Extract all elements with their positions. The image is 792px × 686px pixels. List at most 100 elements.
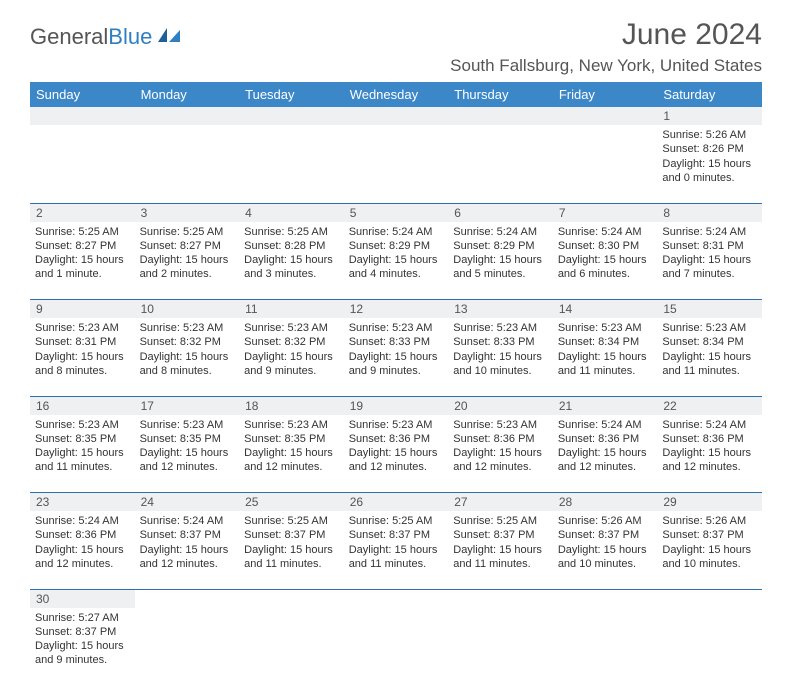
sunset-text: Sunset: 8:27 PM [140, 239, 235, 253]
daynum-row: 1 [30, 107, 762, 125]
daylight-text: and 11 minutes. [244, 557, 339, 571]
info-row: Sunrise: 5:23 AMSunset: 8:31 PMDaylight:… [30, 318, 762, 396]
daylight-text: Daylight: 15 hours [558, 543, 653, 557]
daylight-text: and 12 minutes. [35, 557, 130, 571]
sunrise-text: Sunrise: 5:23 AM [453, 321, 548, 335]
sunrise-text: Sunrise: 5:25 AM [244, 225, 339, 239]
daylight-text: Daylight: 15 hours [244, 253, 339, 267]
sunset-text: Sunset: 8:34 PM [662, 335, 757, 349]
day-number-cell: 14 [553, 300, 658, 319]
sunset-text: Sunset: 8:36 PM [558, 432, 653, 446]
day-info-cell: Sunrise: 5:25 AMSunset: 8:27 PMDaylight:… [30, 222, 135, 300]
sunset-text: Sunset: 8:26 PM [662, 142, 757, 156]
daylight-text: Daylight: 15 hours [35, 253, 130, 267]
day-info-cell [448, 608, 553, 686]
day-info-cell: Sunrise: 5:24 AMSunset: 8:29 PMDaylight:… [344, 222, 449, 300]
day-number-cell: 7 [553, 203, 658, 222]
day-number-cell [344, 107, 449, 125]
sunset-text: Sunset: 8:37 PM [244, 528, 339, 542]
day-info-cell: Sunrise: 5:24 AMSunset: 8:36 PMDaylight:… [657, 415, 762, 493]
day-number-cell: 6 [448, 203, 553, 222]
daylight-text: Daylight: 15 hours [453, 253, 548, 267]
info-row: Sunrise: 5:27 AMSunset: 8:37 PMDaylight:… [30, 608, 762, 686]
day-info-cell: Sunrise: 5:24 AMSunset: 8:31 PMDaylight:… [657, 222, 762, 300]
day-number-cell: 8 [657, 203, 762, 222]
day-number-cell: 27 [448, 493, 553, 512]
sunrise-text: Sunrise: 5:24 AM [558, 225, 653, 239]
weekday-header: Saturday [657, 82, 762, 107]
sunrise-text: Sunrise: 5:26 AM [662, 514, 757, 528]
daylight-text: and 5 minutes. [453, 267, 548, 281]
daylight-text: Daylight: 15 hours [662, 446, 757, 460]
daylight-text: Daylight: 15 hours [453, 350, 548, 364]
sunset-text: Sunset: 8:35 PM [244, 432, 339, 446]
day-number-cell [135, 589, 240, 608]
daylight-text: and 10 minutes. [558, 557, 653, 571]
sunset-text: Sunset: 8:36 PM [349, 432, 444, 446]
daylight-text: and 12 minutes. [349, 460, 444, 474]
daylight-text: Daylight: 15 hours [349, 543, 444, 557]
sunset-text: Sunset: 8:36 PM [662, 432, 757, 446]
day-info-cell: Sunrise: 5:23 AMSunset: 8:33 PMDaylight:… [448, 318, 553, 396]
daylight-text: and 9 minutes. [244, 364, 339, 378]
sunrise-text: Sunrise: 5:23 AM [35, 418, 130, 432]
sunset-text: Sunset: 8:32 PM [244, 335, 339, 349]
daylight-text: and 3 minutes. [244, 267, 339, 281]
day-number-cell: 10 [135, 300, 240, 319]
day-number-cell [344, 589, 449, 608]
daynum-row: 2345678 [30, 203, 762, 222]
sunset-text: Sunset: 8:35 PM [140, 432, 235, 446]
daylight-text: Daylight: 15 hours [244, 446, 339, 460]
sunset-text: Sunset: 8:33 PM [453, 335, 548, 349]
day-info-cell: Sunrise: 5:23 AMSunset: 8:36 PMDaylight:… [344, 415, 449, 493]
sunrise-text: Sunrise: 5:23 AM [349, 321, 444, 335]
daylight-text: and 12 minutes. [453, 460, 548, 474]
day-number-cell: 18 [239, 396, 344, 415]
month-title: June 2024 [450, 18, 762, 52]
day-number-cell: 22 [657, 396, 762, 415]
daylight-text: and 12 minutes. [140, 557, 235, 571]
sunrise-text: Sunrise: 5:26 AM [558, 514, 653, 528]
brand-text-1: General [30, 24, 108, 50]
day-number-cell: 1 [657, 107, 762, 125]
daylight-text: Daylight: 15 hours [558, 350, 653, 364]
day-number-cell: 20 [448, 396, 553, 415]
day-number-cell: 24 [135, 493, 240, 512]
day-info-cell: Sunrise: 5:23 AMSunset: 8:35 PMDaylight:… [30, 415, 135, 493]
day-info-cell: Sunrise: 5:23 AMSunset: 8:34 PMDaylight:… [553, 318, 658, 396]
daylight-text: Daylight: 15 hours [662, 253, 757, 267]
sunset-text: Sunset: 8:29 PM [349, 239, 444, 253]
day-info-cell [30, 125, 135, 203]
sunset-text: Sunset: 8:36 PM [35, 528, 130, 542]
daylight-text: and 4 minutes. [349, 267, 444, 281]
sunrise-text: Sunrise: 5:23 AM [244, 321, 339, 335]
day-info-cell: Sunrise: 5:23 AMSunset: 8:36 PMDaylight:… [448, 415, 553, 493]
weekday-header: Tuesday [239, 82, 344, 107]
header: GeneralBlue June 2024 South Fallsburg, N… [30, 18, 762, 76]
weekday-header: Thursday [448, 82, 553, 107]
day-number-cell: 4 [239, 203, 344, 222]
day-number-cell: 2 [30, 203, 135, 222]
day-info-cell: Sunrise: 5:24 AMSunset: 8:37 PMDaylight:… [135, 511, 240, 589]
weekday-header: Sunday [30, 82, 135, 107]
title-block: June 2024 South Fallsburg, New York, Uni… [450, 18, 762, 76]
daylight-text: Daylight: 15 hours [35, 639, 130, 653]
daylight-text: Daylight: 15 hours [244, 543, 339, 557]
sunrise-text: Sunrise: 5:23 AM [140, 418, 235, 432]
sunrise-text: Sunrise: 5:25 AM [244, 514, 339, 528]
daylight-text: and 9 minutes. [349, 364, 444, 378]
day-info-cell [344, 608, 449, 686]
daylight-text: Daylight: 15 hours [349, 350, 444, 364]
daylight-text: and 12 minutes. [244, 460, 339, 474]
daynum-row: 30 [30, 589, 762, 608]
day-info-cell: Sunrise: 5:23 AMSunset: 8:32 PMDaylight:… [135, 318, 240, 396]
day-number-cell: 5 [344, 203, 449, 222]
daylight-text: Daylight: 15 hours [244, 350, 339, 364]
day-number-cell: 29 [657, 493, 762, 512]
sunrise-text: Sunrise: 5:23 AM [453, 418, 548, 432]
day-number-cell [135, 107, 240, 125]
info-row: Sunrise: 5:26 AMSunset: 8:26 PMDaylight:… [30, 125, 762, 203]
daynum-row: 23242526272829 [30, 493, 762, 512]
weekday-header: Wednesday [344, 82, 449, 107]
day-number-cell: 3 [135, 203, 240, 222]
